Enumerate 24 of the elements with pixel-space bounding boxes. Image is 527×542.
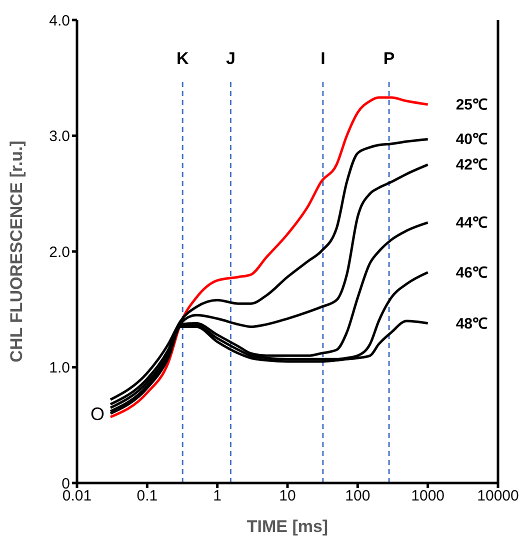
ref-line-label: K [176, 49, 190, 68]
x-tick-label: 0.1 [136, 488, 158, 505]
series-label: 48℃ [456, 315, 488, 332]
annotation: O [90, 404, 104, 424]
series-label: 46℃ [456, 264, 488, 282]
series-label: 44℃ [456, 214, 488, 232]
y-axis-title: CHL FLUORESCENCE [r.u.] [7, 140, 26, 362]
series-label: 40℃ [456, 131, 488, 148]
x-tick-label: 1000 [411, 488, 445, 505]
x-axis-title: TIME [ms] [246, 517, 328, 536]
x-tick-label: 100 [345, 488, 370, 505]
x-tick-label: 10 [279, 488, 296, 505]
x-tick-label: 10000 [477, 488, 519, 505]
ref-line-label: I [320, 49, 326, 68]
y-tick-label: 4.0 [49, 12, 70, 30]
ref-line-label: J [226, 49, 236, 68]
ref-line-label: P [383, 49, 395, 68]
y-tick-label: 1.0 [49, 360, 70, 377]
x-tick-label: 1 [213, 488, 222, 505]
x-tick-label: 0.01 [62, 488, 92, 505]
series-label: 25℃ [456, 96, 488, 114]
y-tick-label: 3.0 [49, 128, 70, 146]
series-label: 42℃ [456, 156, 488, 174]
y-tick-label: 2.0 [49, 244, 70, 261]
